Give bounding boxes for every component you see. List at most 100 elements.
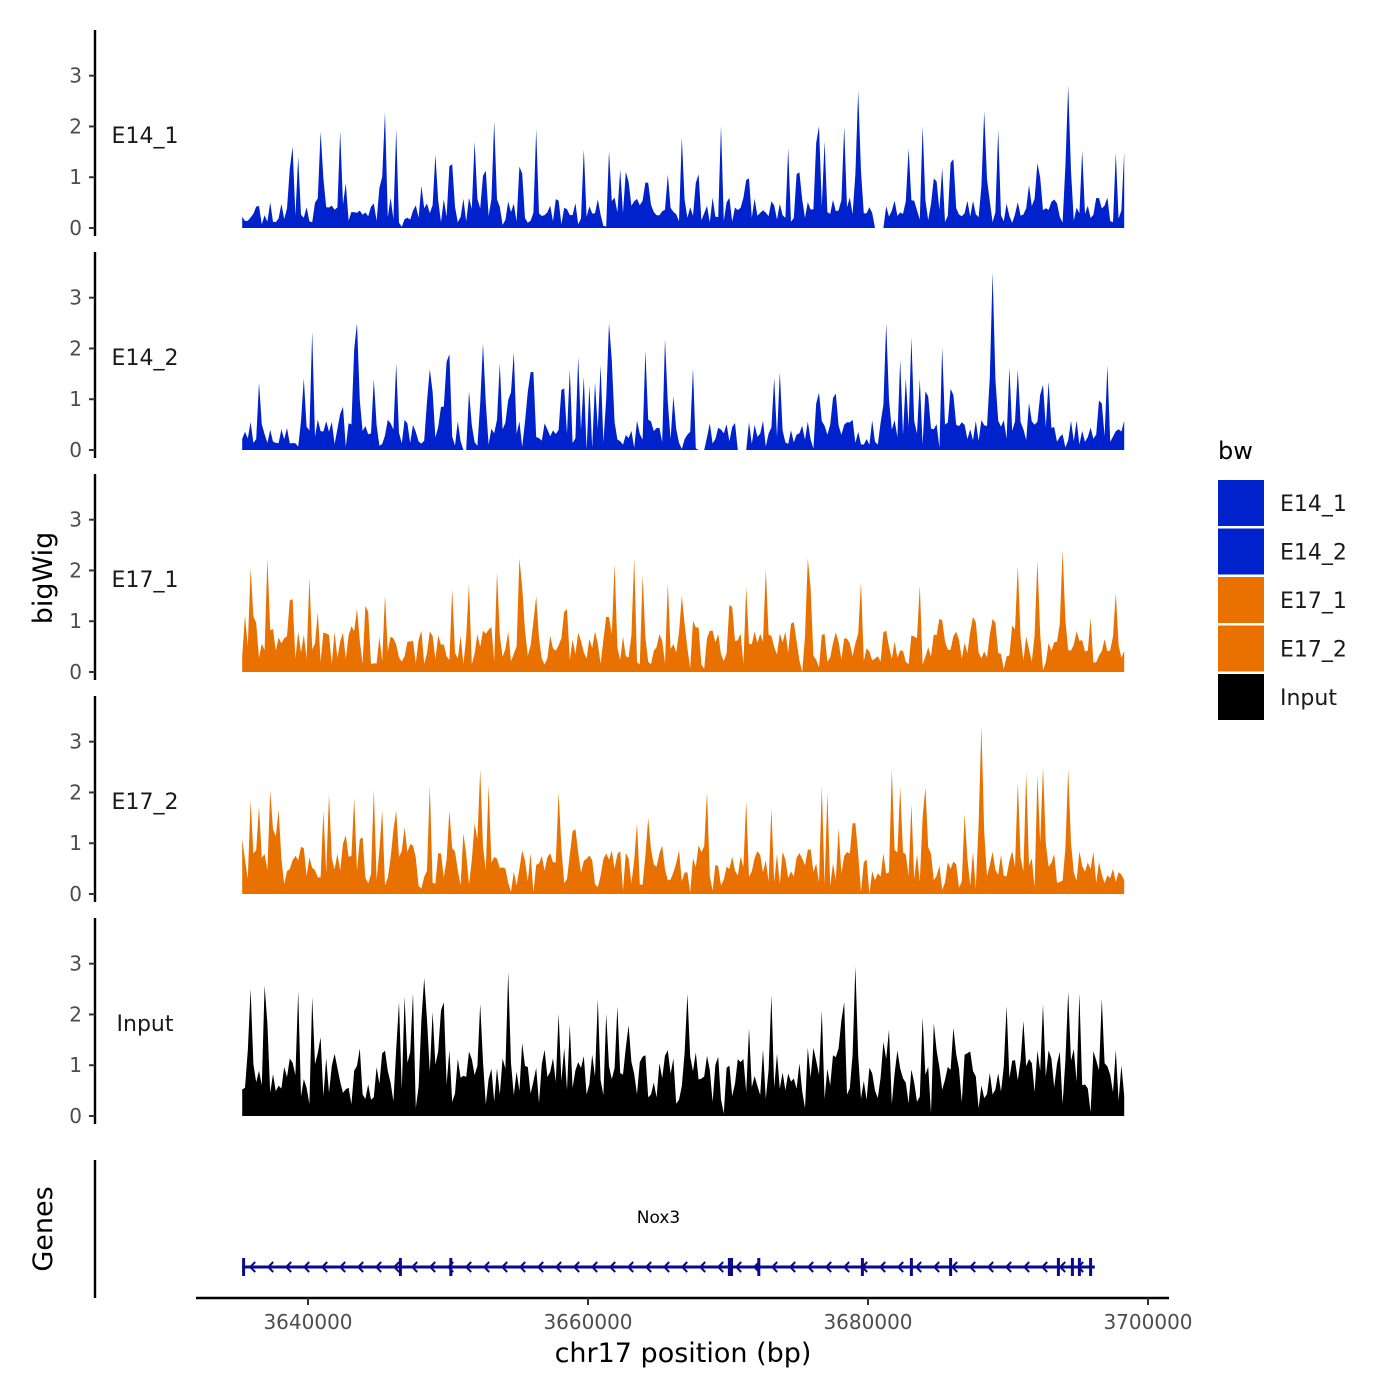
exon (909, 1258, 913, 1276)
strand-arrow (626, 1261, 634, 1273)
x-axis: 3640000 3660000 3680000 3700000 (196, 1296, 1193, 1334)
x-tick-label: 3700000 (1103, 1310, 1192, 1334)
exon (1070, 1258, 1074, 1276)
strand-arrow (716, 1261, 724, 1273)
gene-track: Nox3 (93, 1160, 1095, 1298)
signal-area-e14-1 (242, 85, 1125, 228)
strand-arrow (788, 1261, 796, 1273)
legend: bw E14_1 E14_2 E17_1 E17_2 Input (1218, 437, 1347, 720)
legend-item-e14-2: E14_2 (1218, 528, 1347, 575)
strand-arrow (896, 1261, 904, 1273)
strand-arrow (356, 1261, 364, 1273)
legend-label: E14_1 (1280, 492, 1347, 517)
strand-arrow (518, 1261, 526, 1273)
strand-arrow (824, 1261, 832, 1273)
y-tick-label: 2 (69, 558, 82, 582)
legend-title: bw (1218, 437, 1253, 465)
track-label: E14_1 (112, 124, 179, 149)
strand-arrow (572, 1261, 580, 1273)
strand-arrow (392, 1261, 400, 1273)
x-tick-label: 3640000 (263, 1310, 352, 1334)
strand-arrow (338, 1261, 346, 1273)
y-tick-label: 3 (69, 64, 82, 88)
exon (949, 1258, 953, 1276)
legend-swatch (1218, 480, 1264, 526)
y-tick-label: 2 (69, 780, 82, 804)
strand-arrow (590, 1261, 598, 1273)
strand-arrow (644, 1261, 652, 1273)
x-tick-label: 3660000 (543, 1310, 632, 1334)
track-label: E14_2 (112, 346, 179, 371)
y-tick-label: 2 (69, 336, 82, 360)
track-panel-e17-1: 0 1 2 3 E17_1 (69, 474, 1125, 684)
exon (727, 1258, 731, 1276)
legend-swatch (1218, 528, 1264, 575)
legend-item-e14-1: E14_1 (1218, 480, 1347, 526)
strand-arrow (554, 1261, 562, 1273)
strand-arrow (878, 1261, 886, 1273)
y-tick-label: 3 (69, 508, 82, 532)
legend-label: Input (1280, 686, 1337, 711)
strand-arrow (500, 1261, 508, 1273)
strand-arrow (536, 1261, 544, 1273)
strand-arrow (842, 1261, 850, 1273)
strand-arrow (1022, 1261, 1030, 1273)
strand-arrow (482, 1261, 490, 1273)
y-tick-label: 0 (69, 660, 82, 684)
strand-arrow (320, 1261, 328, 1273)
exon (730, 1258, 733, 1276)
legend-label: E17_1 (1280, 589, 1347, 614)
track-panels: 0 1 2 3 E14_1 0 1 2 3 E14_2 0 1 2 3 E17_1 0 1 2 3 E17_2 0 1 2 3… (69, 30, 1125, 1128)
gene-nox3: Nox3 (242, 1208, 1095, 1276)
track-label: Input (117, 1012, 174, 1037)
track-label: E17_1 (112, 568, 179, 593)
strand-arrow (1040, 1261, 1048, 1273)
exon (449, 1258, 453, 1276)
strand-arrow (968, 1261, 976, 1273)
y-tick-label: 0 (69, 1104, 82, 1128)
y-tick-label: 1 (69, 831, 82, 855)
strand-arrow (464, 1261, 472, 1273)
exon (860, 1258, 864, 1276)
signal-area-e17-2 (242, 726, 1125, 894)
exon (1089, 1258, 1093, 1276)
strand-arrow (662, 1261, 670, 1273)
strand-arrow (410, 1261, 418, 1273)
x-axis-label: chr17 position (bp) (555, 1338, 812, 1369)
gene-name-label: Nox3 (637, 1208, 680, 1228)
y-tick-label: 0 (69, 882, 82, 906)
y-tick-label: 3 (69, 952, 82, 976)
strand-arrow (698, 1261, 706, 1273)
track-label: E17_2 (112, 790, 179, 815)
strand-arrow (914, 1261, 922, 1273)
strand-arrow (302, 1261, 310, 1273)
exon (757, 1258, 761, 1276)
strand-arrow (248, 1261, 256, 1273)
y-tick-label: 1 (69, 609, 82, 633)
strand-arrow (374, 1261, 382, 1273)
legend-item-input: Input (1218, 674, 1337, 720)
exon (242, 1258, 246, 1276)
y-tick-label: 1 (69, 1053, 82, 1077)
track-panel-e17-2: 0 1 2 3 E17_2 (69, 696, 1125, 906)
track-panel-e14-1: 0 1 2 3 E14_1 (69, 30, 1125, 240)
strand-arrow (806, 1261, 814, 1273)
signal-area-input (242, 966, 1125, 1116)
strand-arrow (950, 1261, 958, 1273)
y-axis-label-bigwig: bigWig (28, 532, 59, 625)
y-tick-label: 1 (69, 387, 82, 411)
y-tick-label: 2 (69, 1002, 82, 1026)
y-tick-label: 3 (69, 286, 82, 310)
y-tick-label: 3 (69, 730, 82, 754)
signal-area-e14-2 (242, 272, 1125, 450)
legend-swatch (1218, 577, 1264, 623)
strand-arrow (680, 1261, 688, 1273)
y-tick-label: 0 (69, 438, 82, 462)
y-tick-label: 2 (69, 114, 82, 138)
strand-arrow (284, 1261, 292, 1273)
strand-arrow (1004, 1261, 1012, 1273)
y-tick-label: 1 (69, 165, 82, 189)
legend-label: E14_2 (1280, 541, 1347, 566)
x-tick-label: 3680000 (823, 1310, 912, 1334)
